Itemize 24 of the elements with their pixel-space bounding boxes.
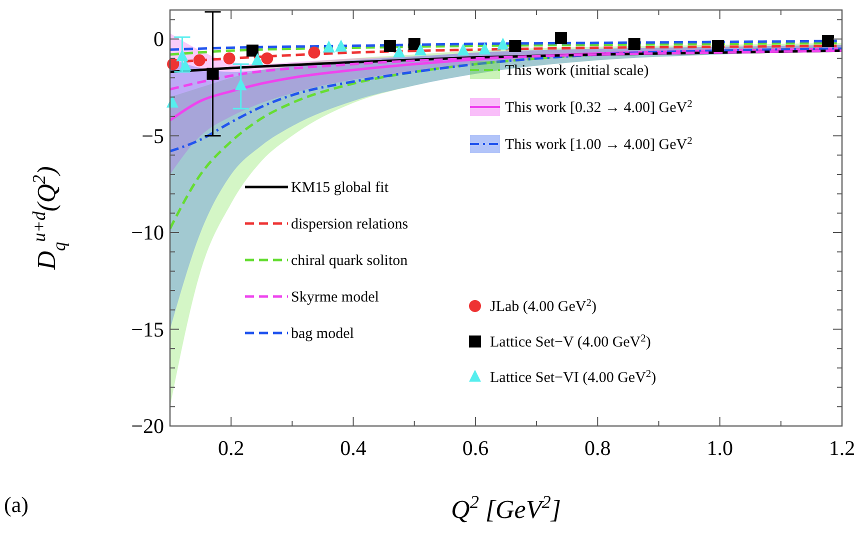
y-tick-label: 0 [154, 27, 164, 52]
legend-label: dispersion relations [291, 216, 408, 232]
legend-label: This work (initial scale) [505, 63, 649, 79]
legend-label: JLab (4.00 GeV$^{2}$) [490, 298, 596, 315]
x-tick-label: 0.4 [340, 436, 367, 460]
legend-label: Lattice Set−VI (4.00 GeV$^{2}$) [490, 368, 656, 386]
x-tick-label: 0.6 [462, 436, 489, 460]
y-tick-label: −5 [142, 124, 164, 148]
x-tick-label: 1.2 [828, 436, 856, 460]
x-tick-label: 0.2 [218, 436, 244, 460]
legend-label: This work [0.32 → 4.00] GeV$^{2}$ [505, 98, 692, 116]
legend-label: KM15 global fit [291, 180, 390, 196]
y-tick-label: −10 [131, 220, 164, 245]
y-tick-label: −15 [131, 317, 164, 342]
legend-label: bag model [291, 326, 354, 342]
legend-label: Skyrme model [291, 290, 379, 306]
text: (a) [4, 492, 28, 517]
x-axis-title: Q$^{2}$ [GeV$^{2}$] [451, 492, 561, 524]
y-tick-label: −20 [131, 414, 164, 438]
legend-label: This work [1.00 → 4.00] GeV$^{2}$ [505, 136, 692, 153]
legend-label: Lattice Set−V (4.00 GeV$^{2}$) [490, 333, 651, 350]
x-tick-label: 1.0 [706, 436, 733, 460]
legend-label: chiral quark soliton [291, 253, 408, 269]
x-tick-label: 0.8 [584, 436, 611, 460]
